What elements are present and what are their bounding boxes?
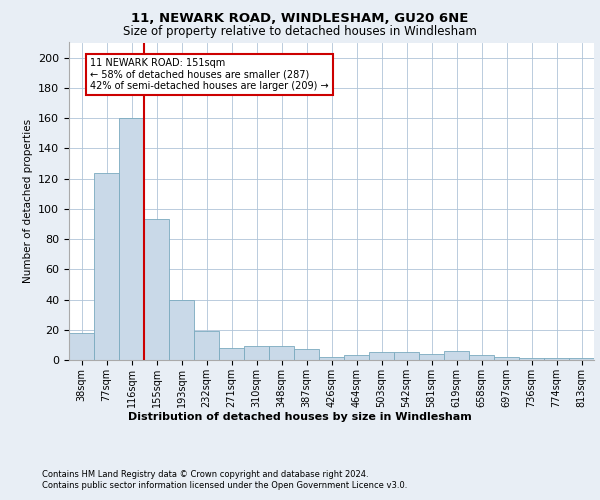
Text: Contains public sector information licensed under the Open Government Licence v3: Contains public sector information licen… xyxy=(42,481,407,490)
Bar xyxy=(244,346,269,360)
Bar xyxy=(219,348,244,360)
Text: Size of property relative to detached houses in Windlesham: Size of property relative to detached ho… xyxy=(123,25,477,38)
Bar xyxy=(69,333,94,360)
Bar xyxy=(569,358,594,360)
Bar xyxy=(544,358,569,360)
Bar xyxy=(469,356,494,360)
Text: 11, NEWARK ROAD, WINDLESHAM, GU20 6NE: 11, NEWARK ROAD, WINDLESHAM, GU20 6NE xyxy=(131,12,469,26)
Bar xyxy=(369,352,394,360)
Bar xyxy=(269,346,294,360)
Bar xyxy=(494,357,519,360)
Bar xyxy=(144,220,169,360)
Bar xyxy=(519,358,544,360)
Bar xyxy=(444,351,469,360)
Bar xyxy=(194,332,219,360)
Bar xyxy=(169,300,194,360)
Bar xyxy=(344,356,369,360)
Bar xyxy=(319,357,344,360)
Text: 11 NEWARK ROAD: 151sqm
← 58% of detached houses are smaller (287)
42% of semi-de: 11 NEWARK ROAD: 151sqm ← 58% of detached… xyxy=(90,58,329,91)
Bar xyxy=(419,354,444,360)
Text: Contains HM Land Registry data © Crown copyright and database right 2024.: Contains HM Land Registry data © Crown c… xyxy=(42,470,368,479)
Text: Distribution of detached houses by size in Windlesham: Distribution of detached houses by size … xyxy=(128,412,472,422)
Bar xyxy=(119,118,144,360)
Bar xyxy=(394,352,419,360)
Bar xyxy=(94,172,119,360)
Y-axis label: Number of detached properties: Number of detached properties xyxy=(23,119,32,284)
Bar xyxy=(294,350,319,360)
